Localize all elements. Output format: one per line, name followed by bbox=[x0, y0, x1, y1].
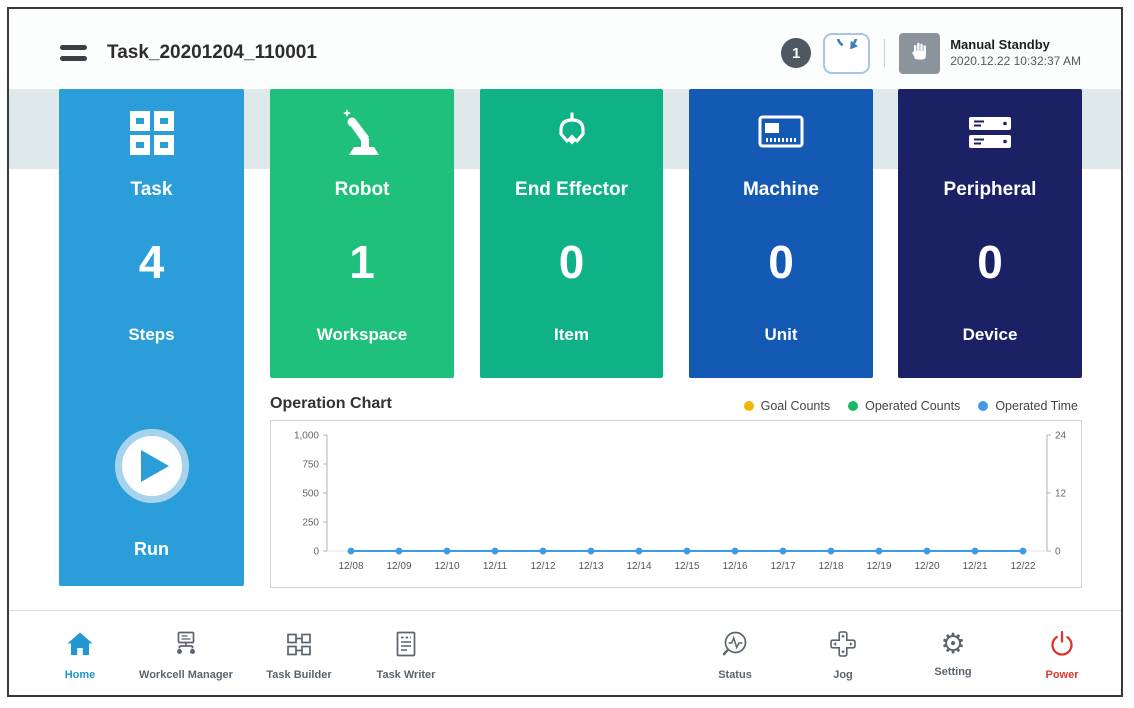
timestamp: 2020.12.22 10:32:37 AM bbox=[950, 53, 1081, 69]
svg-text:12/20: 12/20 bbox=[914, 561, 939, 572]
task-writer-icon bbox=[391, 629, 421, 662]
card-value: 0 bbox=[689, 235, 873, 289]
svg-text:12/10: 12/10 bbox=[434, 561, 459, 572]
header: Task_20201204_110001 1 bbox=[9, 9, 1121, 89]
chart-title: Operation Chart bbox=[270, 395, 392, 413]
rotate-icon bbox=[834, 39, 860, 68]
notification-badge[interactable]: 1 bbox=[781, 38, 811, 68]
task-icon bbox=[59, 105, 244, 161]
jog-dpad-icon bbox=[828, 629, 858, 662]
header-right: 1 bbox=[781, 33, 1081, 74]
card-value: 4 bbox=[59, 235, 244, 289]
svg-text:12/22: 12/22 bbox=[1010, 561, 1035, 572]
card-unit: Workspace bbox=[270, 325, 454, 345]
legend-dot-green bbox=[848, 401, 858, 411]
page-title: Task_20201204_110001 bbox=[107, 42, 317, 64]
svg-text:12/13: 12/13 bbox=[578, 561, 603, 572]
end-effector-card[interactable]: End Effector 0 Item bbox=[480, 89, 663, 378]
run-label: Run bbox=[59, 539, 244, 560]
rotate-button[interactable] bbox=[823, 33, 870, 74]
legend-item-operated-time: Operated Time bbox=[978, 399, 1078, 413]
svg-text:12/15: 12/15 bbox=[674, 561, 699, 572]
legend-label: Goal Counts bbox=[761, 399, 830, 413]
run-button[interactable] bbox=[115, 429, 189, 503]
legend-dot-blue bbox=[978, 401, 988, 411]
card-value: 1 bbox=[270, 235, 454, 289]
card-label: Robot bbox=[270, 179, 454, 201]
svg-text:12/14: 12/14 bbox=[626, 561, 651, 572]
task-card[interactable]: Task 4 Steps Run bbox=[59, 89, 244, 586]
svg-text:0: 0 bbox=[313, 547, 319, 558]
svg-text:12/17: 12/17 bbox=[770, 561, 795, 572]
svg-text:12/09: 12/09 bbox=[386, 561, 411, 572]
svg-text:12/18: 12/18 bbox=[818, 561, 843, 572]
peripheral-card[interactable]: Peripheral 0 Device bbox=[898, 89, 1082, 378]
header-divider bbox=[884, 39, 885, 67]
svg-text:12/11: 12/11 bbox=[483, 561, 508, 572]
machine-card[interactable]: Machine 0 Unit bbox=[689, 89, 873, 378]
gripper-icon bbox=[480, 105, 663, 161]
svg-text:12/12: 12/12 bbox=[530, 561, 555, 572]
workcell-manager-icon bbox=[171, 629, 201, 662]
power-icon bbox=[1047, 629, 1077, 662]
svg-text:750: 750 bbox=[302, 460, 319, 471]
menu-button[interactable] bbox=[60, 40, 90, 66]
legend-item-goal-counts: Goal Counts bbox=[744, 399, 830, 413]
task-builder-icon bbox=[284, 629, 314, 662]
status-pulse-icon bbox=[720, 629, 750, 662]
nav-power[interactable]: Power bbox=[997, 629, 1123, 681]
card-label: End Effector bbox=[480, 179, 663, 201]
robot-arm-icon bbox=[270, 105, 454, 161]
card-unit: Unit bbox=[689, 325, 873, 345]
gear-icon: ⚙ bbox=[940, 629, 965, 659]
operation-chart-plot: 0 250 500 750 1,000 0 12 24 12/08 12/09 12/10 12/11… bbox=[271, 421, 1081, 587]
card-value: 0 bbox=[480, 235, 663, 289]
card-label: Machine bbox=[689, 179, 873, 201]
chart-legend: Goal Counts Operated Counts Operated Tim… bbox=[744, 399, 1078, 413]
svg-text:12/19: 12/19 bbox=[866, 561, 891, 572]
nav-task-writer[interactable]: Task Writer bbox=[341, 629, 471, 681]
svg-text:1,000: 1,000 bbox=[294, 431, 319, 442]
svg-text:500: 500 bbox=[302, 489, 319, 500]
card-unit: Device bbox=[898, 325, 1082, 345]
legend-dot-yellow bbox=[744, 401, 754, 411]
nav-workcell-manager[interactable]: Workcell Manager bbox=[121, 629, 251, 681]
svg-text:12: 12 bbox=[1055, 489, 1067, 500]
mode-status: Manual Standby 2020.12.22 10:32:37 AM bbox=[950, 37, 1081, 69]
card-value: 0 bbox=[898, 235, 1082, 289]
app-window: Task_20201204_110001 1 bbox=[7, 7, 1123, 697]
svg-text:24: 24 bbox=[1055, 431, 1067, 442]
hamburger-icon bbox=[60, 45, 87, 50]
robot-card[interactable]: Robot 1 Workspace bbox=[270, 89, 454, 378]
play-icon bbox=[141, 450, 169, 482]
nav-divider bbox=[9, 610, 1121, 611]
operation-chart: 0 250 500 750 1,000 0 12 24 12/08 12/09 12/10 12/11… bbox=[270, 420, 1082, 588]
machine-icon bbox=[689, 105, 873, 161]
home-icon bbox=[65, 629, 95, 662]
svg-text:12/16: 12/16 bbox=[722, 561, 747, 572]
server-icon bbox=[898, 105, 1082, 161]
card-unit: Item bbox=[480, 325, 663, 345]
mode-label: Manual Standby bbox=[950, 37, 1081, 53]
hamburger-icon bbox=[60, 56, 87, 61]
svg-text:12/21: 12/21 bbox=[962, 561, 987, 572]
card-unit: Steps bbox=[59, 325, 244, 345]
svg-text:12/08: 12/08 bbox=[338, 561, 363, 572]
legend-item-operated-counts: Operated Counts bbox=[848, 399, 960, 413]
card-label: Peripheral bbox=[898, 179, 1082, 201]
svg-text:250: 250 bbox=[302, 518, 319, 529]
hand-icon bbox=[907, 38, 932, 68]
legend-label: Operated Counts bbox=[865, 399, 960, 413]
manual-mode-button[interactable] bbox=[899, 33, 940, 74]
legend-label: Operated Time bbox=[995, 399, 1078, 413]
card-label: Task bbox=[59, 179, 244, 201]
svg-text:0: 0 bbox=[1055, 547, 1061, 558]
